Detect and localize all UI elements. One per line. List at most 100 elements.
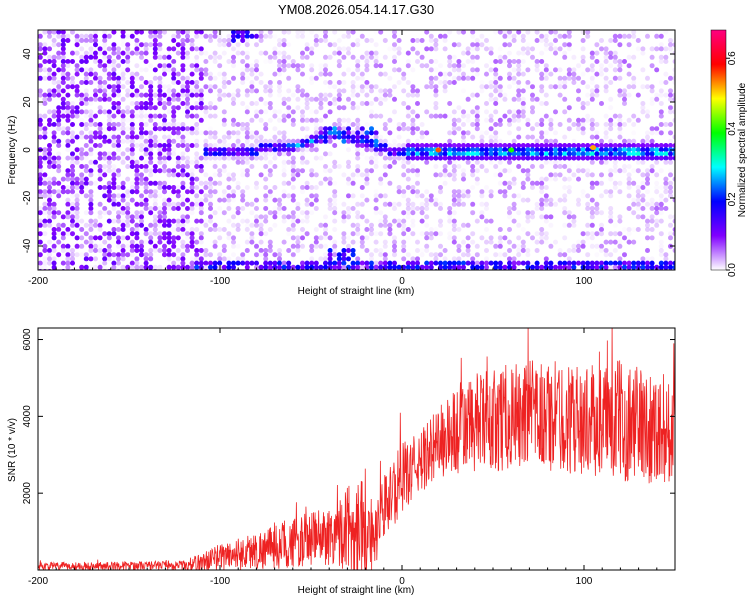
spectrogram-cell bbox=[580, 101, 586, 106]
spectrogram-cell bbox=[401, 155, 407, 161]
spectrogram-cell bbox=[663, 176, 669, 182]
spectrogram-cell bbox=[111, 126, 117, 132]
spectrogram-cell bbox=[74, 109, 80, 115]
spectrogram-cell bbox=[428, 84, 434, 90]
spectrogram-cell bbox=[585, 117, 591, 123]
spectrogram-cell bbox=[97, 130, 103, 136]
spectrogram-cell bbox=[405, 63, 411, 69]
spectrogram-cell bbox=[38, 159, 43, 165]
spectrogram-cell bbox=[364, 176, 370, 182]
spectrogram-cell bbox=[530, 214, 535, 220]
spectrogram-cell bbox=[589, 151, 595, 157]
spectrogram-cell bbox=[79, 180, 85, 186]
spectrogram-cell bbox=[543, 42, 549, 48]
spectrogram-cell bbox=[566, 260, 572, 266]
spectrogram-cell bbox=[470, 92, 476, 98]
spectrogram-cell bbox=[290, 256, 296, 262]
spectrogram-cell bbox=[553, 176, 558, 182]
spectrogram-cell bbox=[571, 151, 577, 157]
spectrogram-cell bbox=[378, 248, 384, 253]
spectrogram-cell bbox=[74, 180, 80, 186]
spectrogram-cell bbox=[392, 155, 397, 161]
spectrogram-cell bbox=[543, 46, 549, 52]
spectrogram-cell bbox=[511, 193, 517, 199]
spectrogram-cell bbox=[530, 164, 535, 169]
spectrogram-cell bbox=[442, 33, 448, 39]
spectrogram-cell bbox=[539, 117, 545, 123]
spectrogram-cell bbox=[410, 84, 416, 90]
spectrogram-cell bbox=[470, 168, 476, 174]
spectrogram-cell bbox=[617, 231, 623, 237]
spectrogram-cell bbox=[534, 239, 540, 245]
spectrogram-cell bbox=[106, 126, 112, 132]
spectrogram-cell bbox=[373, 59, 379, 64]
spectrogram-cell bbox=[530, 54, 535, 60]
spectrogram-cell bbox=[392, 33, 397, 39]
spectrogram-cell bbox=[585, 147, 591, 153]
spectrogram-cell bbox=[88, 67, 94, 73]
spectrogram-cell bbox=[152, 143, 158, 148]
spectrogram-cell bbox=[166, 256, 172, 262]
spectrogram-cell bbox=[433, 42, 439, 48]
spectrogram-cell bbox=[525, 80, 531, 85]
spectrogram-cell bbox=[111, 143, 117, 148]
spectrogram-cell bbox=[102, 172, 108, 178]
spectrogram-cell bbox=[516, 109, 522, 115]
spectrogram-cell bbox=[543, 33, 549, 39]
spectrogram-cell bbox=[143, 197, 149, 203]
spectrogram-cell bbox=[203, 50, 209, 56]
spectrogram-cell bbox=[461, 63, 466, 69]
spectrogram-cell bbox=[180, 134, 186, 140]
spectrogram-cell bbox=[617, 256, 623, 262]
spectrogram-cell bbox=[474, 218, 480, 224]
spectrogram-cell bbox=[447, 113, 453, 119]
spectrogram-cell bbox=[111, 42, 117, 48]
spectrogram-cell bbox=[51, 155, 57, 161]
spectrogram-cell bbox=[38, 75, 43, 81]
spectrogram-cell bbox=[617, 155, 623, 161]
spectrogram-cell bbox=[645, 109, 650, 115]
spectrogram-cell bbox=[281, 206, 287, 211]
spectrogram-cell bbox=[157, 147, 163, 153]
spectrogram-cell bbox=[162, 231, 167, 237]
spectrogram-cell bbox=[148, 138, 154, 144]
spectrogram-cell bbox=[654, 33, 660, 39]
spectrogram-cell bbox=[272, 147, 278, 153]
spectrogram-cell bbox=[493, 252, 499, 258]
spectrogram-cell bbox=[189, 42, 195, 48]
spectrogram-cell bbox=[231, 243, 236, 249]
spectrogram-cell bbox=[516, 235, 522, 241]
spectrogram-cell bbox=[111, 63, 117, 69]
spectrogram-cell bbox=[198, 180, 204, 186]
spectrogram-cell bbox=[497, 172, 503, 178]
spectrogram-cell bbox=[502, 96, 508, 102]
spectrogram-peak bbox=[590, 145, 597, 151]
spectrogram-cell bbox=[378, 113, 384, 119]
spectrogram-cell bbox=[79, 130, 85, 136]
spectrogram-cell bbox=[387, 92, 393, 98]
spectrogram-cell bbox=[658, 59, 664, 64]
spectrogram-cell bbox=[484, 38, 489, 43]
spectrogram-cell bbox=[157, 151, 163, 157]
spectrogram-cell bbox=[520, 227, 526, 232]
spectrogram-cell bbox=[152, 264, 158, 270]
spectrogram-cell bbox=[60, 42, 66, 48]
spectrogram-cell bbox=[502, 155, 508, 161]
spectrogram-cell bbox=[346, 117, 351, 123]
spectrogram-cell bbox=[88, 147, 94, 153]
spectrogram-cell bbox=[194, 130, 200, 136]
spectrogram-cell bbox=[254, 260, 259, 266]
spectrogram-cell bbox=[281, 159, 287, 165]
spectrogram-cell bbox=[116, 80, 121, 85]
spectrogram-cell bbox=[520, 185, 526, 190]
spectrogram-cell bbox=[70, 159, 75, 165]
spectrogram-cell bbox=[382, 122, 388, 127]
spectrogram-cell bbox=[309, 210, 315, 216]
spectrogram-cell bbox=[493, 122, 499, 127]
spectrogram-cell bbox=[350, 130, 356, 136]
spectrogram-cell bbox=[267, 138, 273, 144]
spectrogram-cell bbox=[102, 96, 108, 102]
spectrogram-cell bbox=[553, 264, 558, 270]
spectrogram-cell bbox=[502, 92, 508, 98]
spectrogram-cell bbox=[451, 155, 457, 161]
